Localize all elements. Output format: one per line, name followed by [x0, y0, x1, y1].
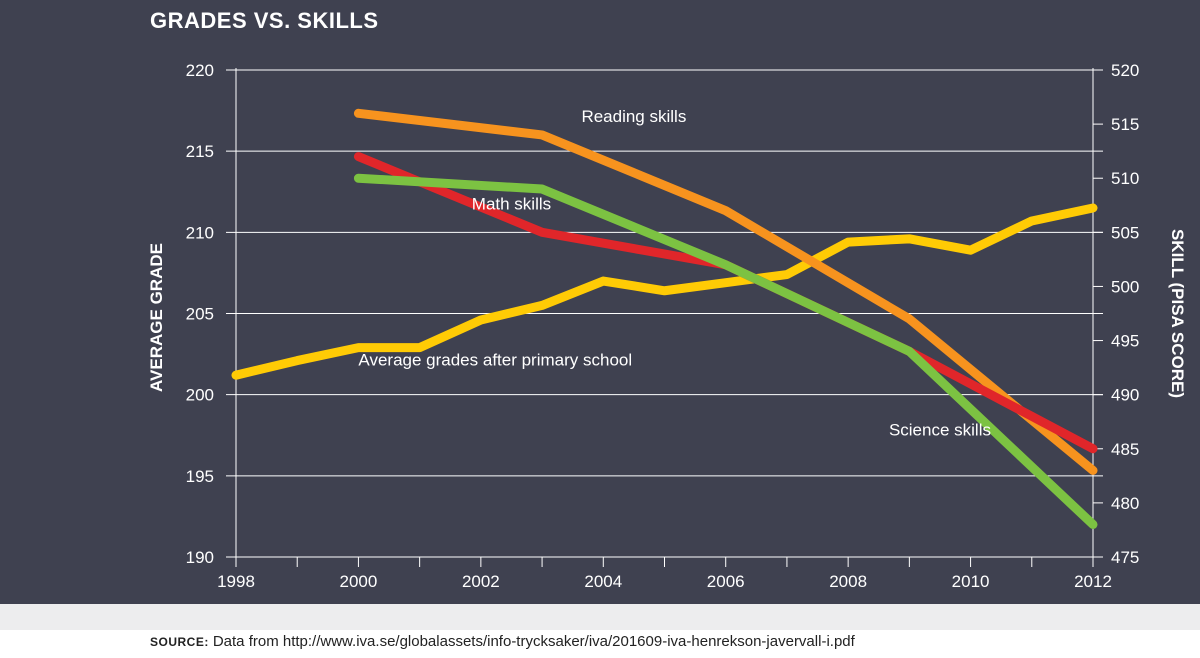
y2-tick-label: 500 [1111, 277, 1139, 296]
y-tick-label: 195 [186, 467, 214, 486]
footer-divider [0, 604, 1200, 630]
chart-title: GRADES VS. SKILLS [150, 8, 379, 33]
source-text: Data from http://www.iva.se/globalassets… [212, 633, 855, 650]
y2-tick-label: 480 [1111, 494, 1139, 513]
y-tick-label: 205 [186, 305, 214, 324]
series-line-math [353, 152, 1098, 454]
y2-tick-label: 520 [1111, 61, 1139, 80]
y-tick-label: 190 [186, 548, 214, 567]
line-chart: 190 195 200 205 210 215 220 475 480 485 490 495 500 5… [147, 61, 1187, 591]
y2-tick-label: 490 [1111, 386, 1139, 405]
source-label: SOURCE: [150, 635, 209, 649]
y-tick-label: 200 [186, 386, 214, 405]
y2-tick-label: 485 [1111, 440, 1139, 459]
y-axis-title: AVERAGE GRADE [147, 243, 166, 392]
x-tick-label: 2010 [952, 572, 990, 591]
y2-axis-title: SKILL (PISA SCORE) [1168, 229, 1187, 398]
series-label-math: Math skills [472, 195, 551, 214]
x-tick-label: 2006 [707, 572, 745, 591]
x-tick-label: 2004 [584, 572, 622, 591]
x-tick-label: 2002 [462, 572, 500, 591]
y2-tick-label: 515 [1111, 115, 1139, 134]
x-tick-label: 2000 [340, 572, 378, 591]
x-tick-label: 2012 [1074, 572, 1112, 591]
chart-panel: GRADES VS. SKILLS 190 195 200 205 210 215 220 4… [0, 0, 1200, 604]
y2-tick-label: 495 [1111, 332, 1139, 351]
y2-tick-label: 505 [1111, 223, 1139, 242]
y2-tick-label: 510 [1111, 169, 1139, 188]
y-tick-label: 220 [186, 61, 214, 80]
source-note: SOURCE: Data from http://www.iva.se/globa… [150, 633, 855, 650]
series-label-reading: Reading skills [581, 107, 686, 126]
y2-tick-label: 475 [1111, 548, 1139, 567]
series-label-science: Science skills [889, 420, 991, 439]
x-tick-label: 1998 [217, 572, 255, 591]
x-tick-label: 2008 [829, 572, 867, 591]
y-tick-label: 215 [186, 142, 214, 161]
series-label-grades: Average grades after primary school [358, 350, 632, 369]
y-tick-label: 210 [186, 223, 214, 242]
